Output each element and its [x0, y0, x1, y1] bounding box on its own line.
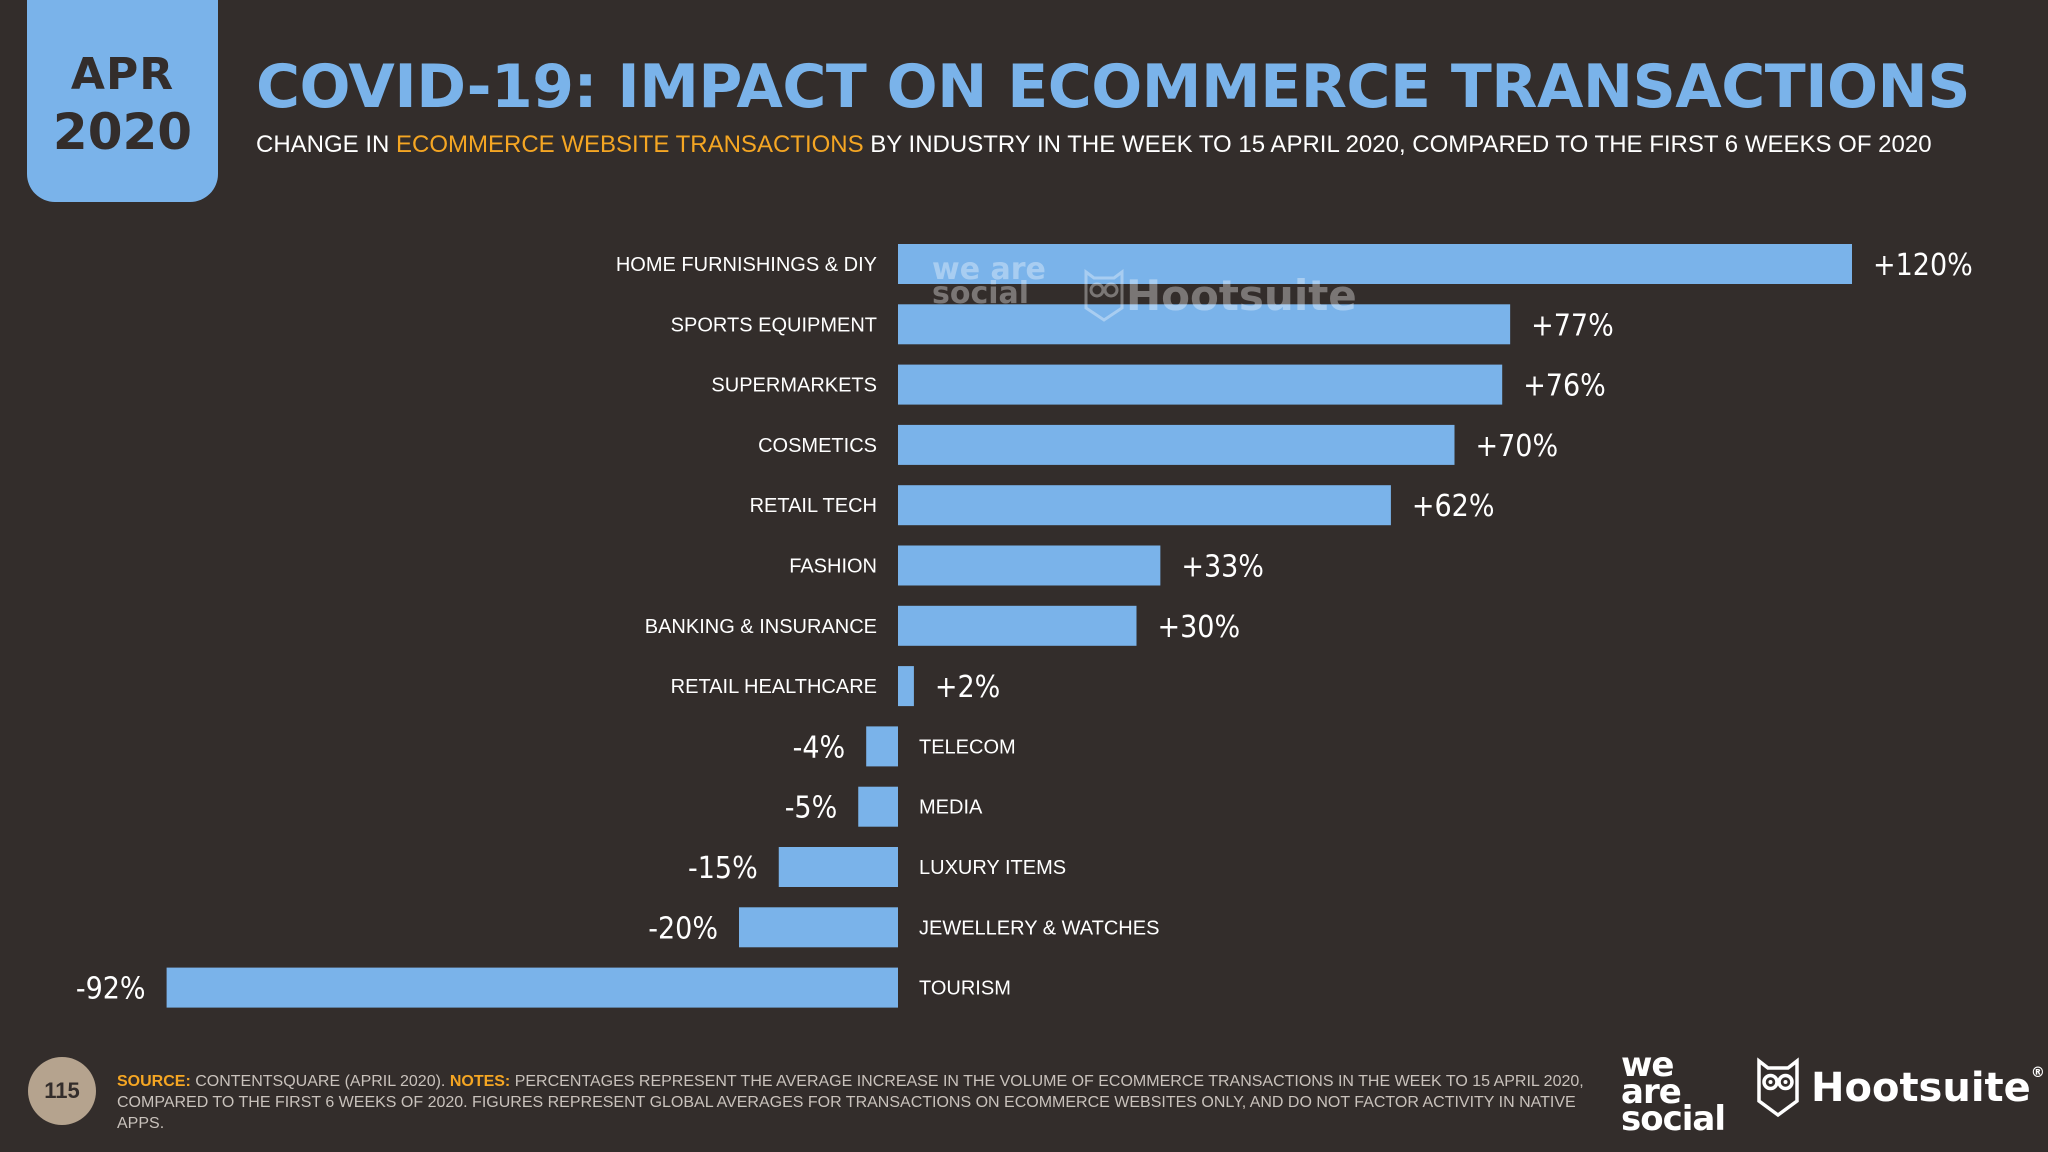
category-label: MEDIA: [919, 797, 983, 819]
bar: [898, 424, 1455, 465]
notes-text: PERCENTAGES REPRESENT THE AVERAGE INCREA…: [117, 1073, 1584, 1132]
bar: [898, 605, 1137, 646]
source-text: CONTENTSQUARE (APRIL 2020).: [190, 1073, 450, 1090]
logo-was-line-3: social: [1621, 1099, 1726, 1139]
page-subtitle: CHANGE IN ECOMMERCE WEBSITE TRANSACTIONS…: [256, 131, 1932, 159]
value-label: +62%: [1412, 489, 1495, 524]
bar: [898, 485, 1391, 526]
hootsuite-name: Hootsuite: [1811, 1065, 2031, 1111]
footnote: SOURCE: CONTENTSQUARE (APRIL 2020). NOTE…: [117, 1071, 1597, 1134]
hootsuite-logo: Hootsuite®: [1755, 1057, 2045, 1119]
bar: [778, 847, 898, 887]
page-number: 115: [28, 1057, 96, 1125]
bar: [858, 786, 898, 827]
value-label: +33%: [1181, 550, 1264, 585]
subtitle-highlight: ECOMMERCE WEBSITE TRANSACTIONS: [396, 131, 864, 158]
notes-key: NOTES:: [449, 1073, 511, 1090]
subtitle-prefix: CHANGE IN: [256, 131, 397, 158]
bar: [739, 907, 898, 948]
value-label: -92%: [76, 972, 146, 1007]
bar: [898, 545, 1161, 586]
hootsuite-reg: ®: [2030, 1065, 2045, 1081]
owl-icon: [1757, 1057, 1799, 1118]
value-label: -20%: [648, 911, 718, 946]
bar: [898, 364, 1503, 405]
category-label: LUXURY ITEMS: [919, 857, 1066, 879]
badge-month: APR: [70, 49, 175, 100]
we-are-social-logo: we are social: [1621, 1045, 1726, 1139]
bar: [898, 666, 914, 707]
value-label: +2%: [935, 670, 1000, 705]
category-label: TOURISM: [919, 978, 1011, 1000]
value-label: -15%: [688, 851, 758, 886]
category-label: TELECOM: [919, 736, 1016, 758]
subtitle-suffix: BY INDUSTRY IN THE WEEK TO 15 APRIL 2020…: [863, 131, 1932, 158]
logo-was-line-1: we: [1621, 1045, 1674, 1085]
value-label: +30%: [1158, 610, 1241, 645]
value-label: -5%: [785, 791, 838, 826]
value-label: +77%: [1531, 308, 1614, 343]
category-label: RETAIL HEALTHCARE: [671, 676, 877, 698]
bar: [166, 967, 899, 1008]
category-label: SUPERMARKETS: [711, 375, 877, 397]
category-label: HOME FURNISHINGS & DIY: [616, 254, 877, 276]
value-label: -4%: [793, 730, 846, 765]
category-label: FASHION: [789, 556, 877, 578]
source-key: SOURCE:: [117, 1073, 191, 1090]
category-label: BANKING & INSURANCE: [645, 616, 877, 638]
hootsuite-logo-text: Hootsuite®: [1811, 1065, 2045, 1111]
date-badge: APR 2020: [27, 0, 218, 202]
category-label: JEWELLERY & WATCHES: [919, 917, 1159, 939]
bar-chart: HOME FURNISHINGS & DIY +120% SPORTS EQUIPM…: [76, 244, 1973, 1008]
logo-was-line-2: are: [1621, 1072, 1682, 1112]
value-label: +70%: [1476, 429, 1559, 464]
bar: [898, 304, 1511, 345]
badge-year: 2020: [52, 103, 193, 161]
category-label: RETAIL TECH: [750, 495, 877, 517]
category-label: SPORTS EQUIPMENT: [671, 314, 877, 336]
category-label: COSMETICS: [758, 435, 877, 457]
value-label: +120%: [1873, 248, 1973, 283]
page-title: COVID-19: IMPACT ON ECOMMERCE TRANSACTIO…: [256, 52, 1970, 122]
value-label: +76%: [1523, 369, 1606, 404]
bar: [898, 244, 1852, 284]
bar: [866, 726, 898, 767]
